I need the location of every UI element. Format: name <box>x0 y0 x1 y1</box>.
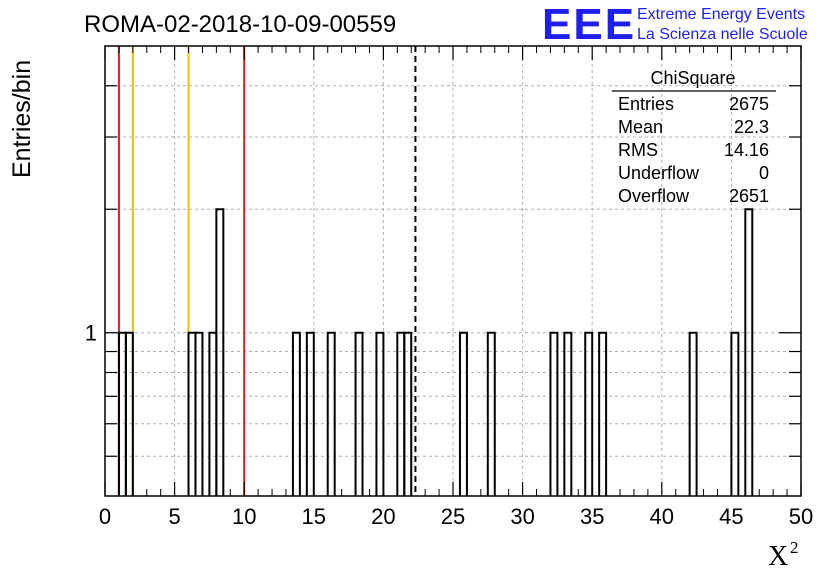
chart-title: ROMA-02-2018-10-09-00559 <box>84 11 396 38</box>
histogram-bin <box>375 331 385 496</box>
histogram-bin <box>563 331 573 496</box>
x-axis-label-sup: 2 <box>790 538 799 557</box>
x-tick-label: 40 <box>650 504 674 529</box>
histogram-bin <box>403 331 413 496</box>
histogram-bin <box>396 331 406 496</box>
axes: 0 5 10 15 20 25 30 35 40 45 50 1 <box>85 45 813 529</box>
stats-label: Mean <box>618 117 663 137</box>
histogram-bin <box>688 331 698 496</box>
x-tick-label: 50 <box>789 504 813 529</box>
y-axis-label: Entries/bin <box>8 60 36 178</box>
x-axis-label-main: X <box>768 541 788 572</box>
brand-line1: Extreme Energy Events <box>637 6 805 23</box>
x-tick-label: 0 <box>99 504 111 529</box>
x-tick-label: 15 <box>302 504 326 529</box>
logo-text: EEE <box>542 0 636 49</box>
x-tick-label: 35 <box>580 504 604 529</box>
histogram-bin <box>354 331 364 496</box>
y-tick-label: 1 <box>85 321 97 346</box>
stats-value: 2651 <box>729 186 769 206</box>
histogram-bin <box>124 331 134 496</box>
x-tick-label: 20 <box>371 504 395 529</box>
histogram-bin <box>549 331 559 496</box>
x-tick-label: 45 <box>719 504 743 529</box>
histogram-bin <box>117 331 127 496</box>
stats-label: RMS <box>618 140 658 160</box>
stats-box: ChiSquare Entries 2675 Mean 22.3 RMS 14.16 Und… <box>612 68 776 206</box>
stats-label: Entries <box>618 94 674 114</box>
x-tick-label: 10 <box>232 504 256 529</box>
histogram-bin <box>486 331 496 496</box>
histogram-bin <box>194 331 204 496</box>
stats-label: Underflow <box>618 163 700 183</box>
stats-label: Overflow <box>618 186 690 206</box>
stats-name: ChiSquare <box>650 68 735 88</box>
histogram-bin <box>291 331 301 496</box>
stats-value: 22.3 <box>734 117 769 137</box>
x-tick-label: 5 <box>168 504 180 529</box>
histogram-bin <box>458 331 468 496</box>
eee-logo: EEE Extreme Energy Events La Scienza nel… <box>542 0 808 49</box>
stats-value: 2675 <box>729 94 769 114</box>
histogram-bin <box>730 331 740 496</box>
histogram-series <box>117 208 754 496</box>
brand-line2: La Scienza nelle Scuole <box>637 26 808 43</box>
histogram-bin <box>584 331 594 496</box>
histogram-bin <box>305 331 315 496</box>
histogram-bin <box>208 331 218 496</box>
histogram-bin <box>215 208 225 496</box>
histogram-bin <box>598 331 608 496</box>
x-tick-label: 25 <box>441 504 465 529</box>
x-axis-label: X 2 <box>768 538 799 572</box>
histogram-bin <box>326 331 336 496</box>
histogram-bin <box>744 208 754 496</box>
reference-lines <box>117 46 417 496</box>
stats-value: 0 <box>759 163 769 183</box>
x-tick-label: 30 <box>510 504 534 529</box>
histogram-bin <box>187 331 197 496</box>
stats-value: 14.16 <box>724 140 769 160</box>
